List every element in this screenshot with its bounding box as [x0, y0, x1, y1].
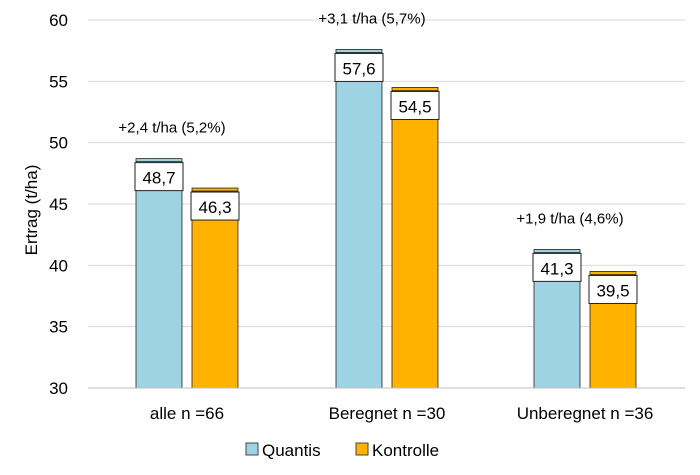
y-tick-label: 60 — [49, 11, 68, 30]
y-axis: 30 35 40 45 50 55 60 — [49, 11, 68, 398]
legend-label-quantis: Quantis — [262, 441, 321, 460]
legend: Quantis Kontrolle — [245, 441, 439, 460]
y-tick-label: 55 — [49, 72, 68, 91]
bars: 48,7 46,3 +2,4 t/ha (5,2%) 57,6 54,5 +3,1 t/h… — [118, 10, 638, 389]
data-label-box — [532, 252, 582, 282]
data-label: 48,7 — [142, 169, 175, 188]
data-label: 39,5 — [596, 281, 629, 300]
bar-kontrolle — [191, 187, 239, 389]
bar-kontrolle — [391, 87, 439, 389]
y-tick-label: 50 — [49, 134, 68, 153]
difference-annotation: +3,1 t/ha (5,7%) — [318, 10, 425, 27]
data-label-box — [334, 52, 384, 82]
x-tick-label: alle n =66 — [150, 404, 224, 423]
legend-swatch-quantis — [245, 442, 259, 456]
y-axis-title: Ertrag (t/ha) — [22, 165, 41, 256]
x-tick-label: Beregnet n =30 — [329, 404, 446, 423]
bar-quantis — [335, 49, 383, 389]
legend-swatch-kontrolle — [355, 442, 369, 456]
x-tick-label: Unberegnet n =36 — [517, 404, 654, 423]
y-tick-label: 35 — [49, 318, 68, 337]
data-label: 41,3 — [540, 259, 573, 278]
data-label: 46,3 — [198, 198, 231, 217]
data-label-box — [134, 162, 184, 192]
data-label-box — [588, 274, 638, 304]
x-axis: alle n =66 Beregnet n =30 Unberegnet n =36 — [88, 387, 685, 423]
data-label-box — [190, 191, 240, 221]
y-tick-label: 40 — [49, 256, 68, 275]
y-tick-label: 30 — [49, 379, 68, 398]
bar-quantis — [135, 158, 183, 389]
data-label-box — [390, 90, 440, 120]
y-tick-label: 45 — [49, 195, 68, 214]
gridlines — [88, 19, 685, 328]
difference-annotation: +2,4 t/ha (5,2%) — [118, 120, 225, 137]
legend-label-kontrolle: Kontrolle — [372, 441, 439, 460]
difference-annotation: +1,9 t/ha (4,6%) — [516, 210, 623, 227]
data-label: 57,6 — [342, 59, 375, 78]
data-label: 54,5 — [398, 97, 431, 116]
